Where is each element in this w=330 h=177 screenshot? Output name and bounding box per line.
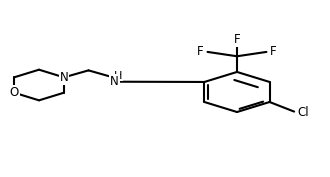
Text: F: F [234,33,240,46]
Text: Cl: Cl [297,106,309,119]
Text: N: N [110,75,119,88]
Text: F: F [197,45,204,58]
Text: F: F [270,45,277,58]
Text: O: O [10,86,19,99]
Text: H: H [114,71,122,81]
Text: N: N [60,71,68,84]
